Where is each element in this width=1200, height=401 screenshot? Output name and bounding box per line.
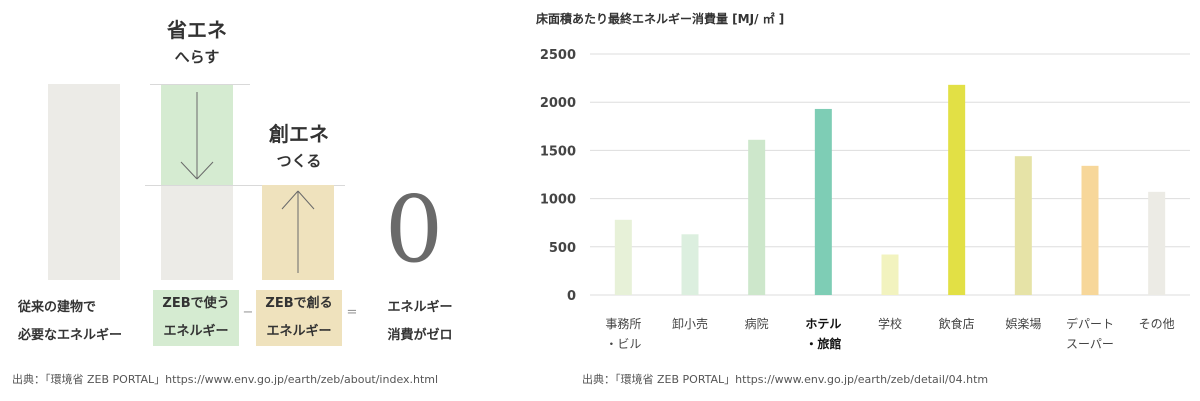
- minus-sign: −: [242, 305, 254, 320]
- equals-sign: =: [346, 305, 358, 320]
- category-label: 卸小売: [672, 316, 708, 331]
- bar: [614, 219, 632, 295]
- bar: [948, 84, 966, 296]
- category-label: スーパー: [1066, 337, 1114, 351]
- bar: [1014, 156, 1032, 295]
- top-reference-line: [150, 84, 250, 85]
- chart-title: 床面積あたり最終エネルギー消費量 [MJ/ ㎡ ]: [536, 11, 784, 26]
- energy-saving-title: 省エネ: [167, 18, 227, 42]
- right-source-note: 出典：「環境省 ZEB PORTAL」https://www.env.go.jp…: [582, 373, 989, 386]
- conventional-energy-bar: [48, 84, 120, 280]
- category-label: ・ビル: [605, 337, 641, 351]
- bar: [881, 254, 899, 295]
- zero-symbol: 0: [384, 176, 444, 283]
- zeb-create-energy-label: ZEBで創る エネルギー: [256, 290, 342, 346]
- energy-saving-subtitle: へらす: [174, 48, 220, 66]
- y-tick-label: 500: [549, 241, 576, 256]
- category-label: ・旅館: [805, 336, 841, 351]
- category-label: 病院: [745, 316, 769, 331]
- y-tick-label: 2000: [540, 96, 576, 111]
- category-label: 学校: [878, 316, 902, 331]
- down-arrow-icon: [180, 92, 214, 180]
- category-label: その他: [1139, 317, 1175, 331]
- mid-reference-line: [145, 185, 345, 186]
- up-arrow-icon: [281, 190, 315, 273]
- category-label: 飲食店: [939, 316, 975, 331]
- zero-energy-label: エネルギー 消費がゼロ: [387, 300, 453, 343]
- y-tick-label: 1500: [540, 144, 576, 159]
- bar: [681, 234, 699, 295]
- conventional-energy-label: 従来の建物で 必要なエネルギー: [18, 300, 123, 343]
- bar: [1148, 191, 1166, 295]
- zeb-used-energy-bar: [161, 185, 233, 280]
- bar: [748, 139, 766, 295]
- energy-creation-title: 創エネ: [269, 122, 329, 146]
- y-tick-label: 0: [567, 289, 576, 304]
- left-source-note: 出典：「環境省 ZEB PORTAL」https://www.env.go.jp…: [12, 373, 439, 386]
- category-label: 娯楽場: [1005, 317, 1041, 331]
- category-label: デパート: [1066, 316, 1114, 331]
- y-tick-label: 2500: [540, 48, 576, 63]
- bar: [814, 108, 832, 295]
- energy-consumption-chart: 床面積あたり最終エネルギー消費量 [MJ/ ㎡ ] 0 500 1000 1500 20…: [536, 11, 1190, 351]
- y-tick-label: 1000: [540, 193, 576, 208]
- category-label: 事務所: [605, 317, 641, 331]
- category-label: ホテル: [805, 317, 841, 331]
- bar: [1081, 165, 1099, 295]
- energy-creation-subtitle: つくる: [276, 152, 322, 170]
- zeb-use-energy-label: ZEBで使う エネルギー: [153, 290, 239, 346]
